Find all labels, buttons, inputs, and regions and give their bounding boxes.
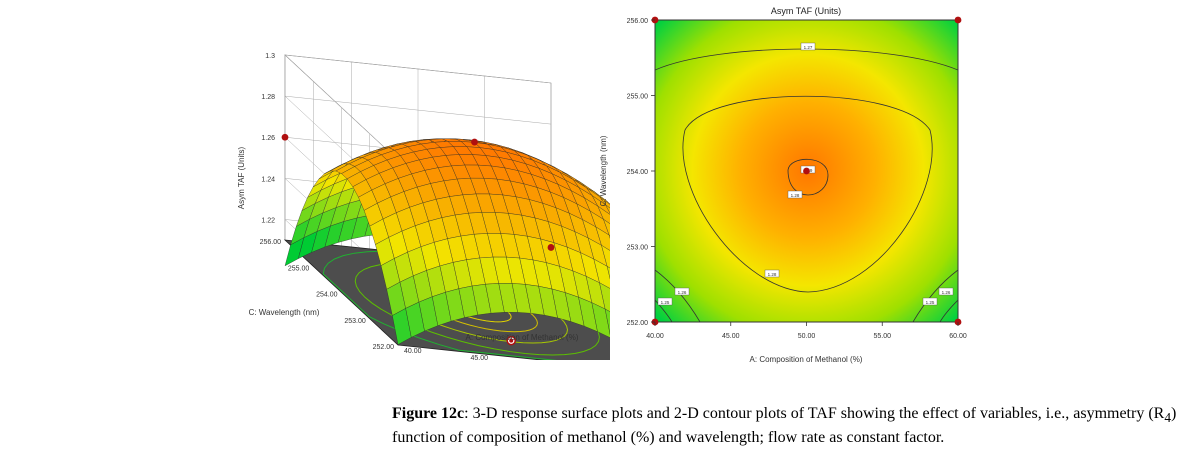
design-point	[547, 244, 555, 251]
y-tick-label: 254.00	[316, 292, 338, 299]
contour-design-point	[954, 16, 962, 24]
surface-cell	[606, 265, 610, 280]
surface-cell	[595, 226, 610, 251]
x-tick-label: 40.00	[646, 333, 664, 340]
surface-cell	[594, 191, 610, 205]
design-point	[281, 133, 289, 141]
contour-x-ticks: 40.00 45.00 50.00 55.00 60.00	[646, 322, 967, 340]
x-axis-label: A: Composition of Methanol (%)	[466, 333, 579, 342]
contour-label: 1.26	[678, 290, 687, 295]
y-tick-label: 252.00	[627, 320, 649, 327]
contour-label-box	[674, 287, 690, 296]
y-axis-label: C: Wavelength (nm)	[249, 308, 320, 317]
y-tick-label: 254.00	[627, 169, 649, 176]
y-tick-label: 256.00	[260, 239, 282, 246]
contour-line-outer	[682, 95, 933, 293]
z-tick-label: 1.3	[265, 53, 275, 60]
contour-label-box	[657, 297, 673, 306]
contour-label-box	[787, 190, 803, 199]
design-point-floor-center	[509, 338, 514, 343]
y-tick-label: 252.00	[373, 344, 395, 351]
x-tick-label: 60.00	[949, 333, 967, 340]
contour-line-bottom-left	[655, 269, 701, 322]
surface-cell	[608, 234, 610, 239]
caption-text: : 3-D response surface plots and 2-D con…	[464, 405, 1165, 422]
contour-label: 1.26	[942, 290, 951, 295]
surface-cell	[597, 205, 610, 224]
surface-design-points	[281, 133, 555, 346]
contour-y-axis-label: C: Wavelength (nm)	[599, 135, 608, 206]
y-axis-ticks: 256.00 255.00 254.00 253.00 252.00	[260, 239, 395, 351]
contour-label: 1.28	[768, 272, 777, 277]
contour-label-box	[938, 287, 954, 296]
z-axis-label: Asym TAF (Units)	[237, 146, 246, 209]
response-surface-3d-plot: 1.221.241.261.281.3 256.00255.00254.0025…	[237, 53, 610, 360]
figure-label: Figure 12c	[392, 405, 465, 422]
x-tick-label: 50.00	[798, 333, 816, 340]
contour-line-bottom-right	[912, 269, 958, 322]
caption-subscript: 4	[1164, 410, 1171, 426]
x-tick-label: 55.00	[873, 333, 891, 340]
surface-cell	[604, 308, 610, 335]
contour-label: 1.28	[791, 193, 800, 198]
z-tick-label: 1.22	[261, 217, 275, 224]
surface-cell	[601, 244, 610, 269]
contour-line-inner	[787, 158, 829, 196]
contour-design-point	[803, 167, 810, 175]
design-point	[471, 138, 478, 146]
y-tick-label: 253.00	[344, 318, 366, 325]
y-tick-label: 256.00	[627, 18, 649, 25]
y-tick-label: 253.00	[627, 245, 649, 252]
x-tick-label: 45.00	[722, 333, 740, 340]
surface-cell	[605, 204, 610, 214]
z-tick-label: 1.26	[261, 135, 275, 142]
surface-mesh	[284, 138, 610, 345]
x-tick-label: 45.00	[471, 355, 489, 360]
surface-cell	[603, 218, 610, 236]
contour-plot: Asym TAF (Units) 1.27 1.28 1.28 1.26 1.26 1.2…	[599, 6, 967, 364]
contour-label: 1.27	[804, 45, 813, 50]
z-axis-ticks: 1.22 1.24 1.26 1.28 1.3	[261, 53, 275, 224]
contour-label-box	[922, 297, 938, 306]
x-tick-label: 40.00	[404, 348, 422, 355]
contour-label: 1.25	[661, 300, 670, 305]
caption-text-end: ) function of composition of methanol (%…	[392, 405, 1177, 447]
contour-x-axis-label: A: Composition of Methanol (%)	[750, 355, 863, 364]
y-tick-label: 255.00	[627, 94, 649, 101]
z-tick-label: 1.28	[261, 94, 275, 101]
contour-label-box	[800, 42, 816, 51]
surface-cell	[599, 282, 610, 312]
contour-label-box	[764, 269, 780, 278]
contour-line-bottom-right-2	[939, 299, 958, 322]
figure-caption: Figure 12c: 3-D response surface plots a…	[392, 404, 1182, 448]
surface-cell	[593, 258, 610, 289]
surface-cell	[592, 195, 610, 215]
contour-label: 1.25	[926, 300, 935, 305]
surface-cell	[599, 196, 610, 209]
contour-y-ticks: 252.00 253.00 254.00 255.00 256.00	[627, 18, 655, 327]
z-tick-label: 1.24	[261, 176, 275, 183]
y-tick-label: 255.00	[288, 265, 310, 272]
contour-line-bottom-left-2	[655, 299, 673, 322]
contour-title: Asym TAF (Units)	[771, 6, 841, 16]
